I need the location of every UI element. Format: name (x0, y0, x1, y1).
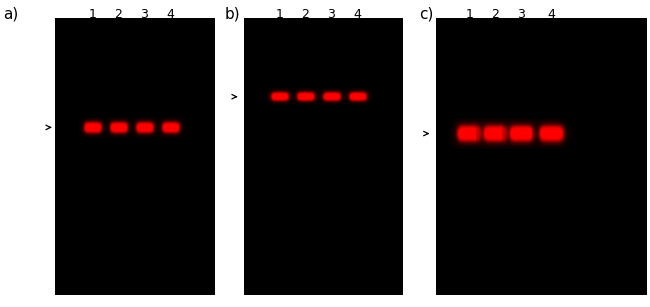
Text: 1: 1 (88, 8, 96, 21)
Bar (244, 18, 403, 295)
Text: 3: 3 (517, 8, 525, 21)
Text: 2: 2 (491, 8, 499, 21)
Text: 2: 2 (114, 8, 122, 21)
Bar (55, 18, 214, 295)
Text: 4: 4 (547, 8, 555, 21)
Bar (436, 18, 647, 295)
Text: 1: 1 (465, 8, 473, 21)
Text: c): c) (419, 6, 434, 21)
Text: b): b) (224, 6, 240, 21)
Text: 2: 2 (302, 8, 309, 21)
Text: 1: 1 (276, 8, 283, 21)
Text: 4: 4 (166, 8, 174, 21)
Text: 3: 3 (328, 8, 335, 21)
Text: a): a) (3, 6, 18, 21)
Text: 4: 4 (354, 8, 361, 21)
Text: 3: 3 (140, 8, 148, 21)
